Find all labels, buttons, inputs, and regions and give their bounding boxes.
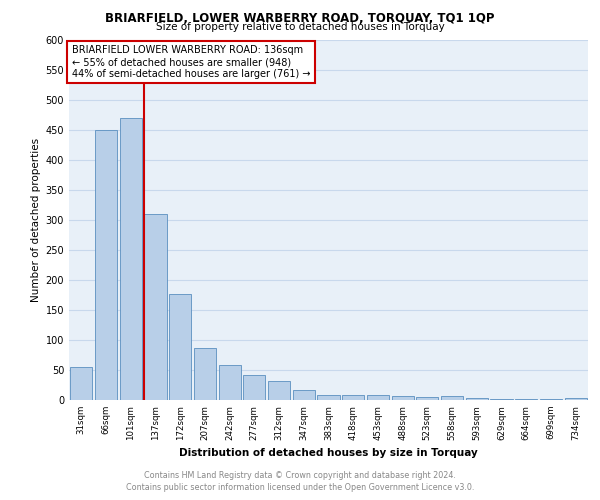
Bar bbox=[392, 396, 414, 400]
Y-axis label: Number of detached properties: Number of detached properties bbox=[31, 138, 41, 302]
Bar bbox=[119, 118, 142, 400]
Text: Size of property relative to detached houses in Torquay: Size of property relative to detached ho… bbox=[155, 22, 445, 32]
Text: Contains HM Land Registry data © Crown copyright and database right 2024.
Contai: Contains HM Land Registry data © Crown c… bbox=[126, 471, 474, 492]
Bar bbox=[95, 130, 117, 400]
Bar bbox=[169, 294, 191, 400]
Bar bbox=[342, 395, 364, 400]
Bar bbox=[317, 394, 340, 400]
Bar bbox=[441, 396, 463, 400]
Bar bbox=[145, 214, 167, 400]
Bar bbox=[268, 381, 290, 400]
Bar bbox=[367, 395, 389, 400]
Bar bbox=[293, 390, 315, 400]
Bar bbox=[218, 365, 241, 400]
Text: BRIARFIELD, LOWER WARBERRY ROAD, TORQUAY, TQ1 1QP: BRIARFIELD, LOWER WARBERRY ROAD, TORQUAY… bbox=[105, 12, 495, 26]
Text: BRIARFIELD LOWER WARBERRY ROAD: 136sqm
← 55% of detached houses are smaller (948: BRIARFIELD LOWER WARBERRY ROAD: 136sqm ←… bbox=[71, 46, 310, 78]
Bar bbox=[243, 375, 265, 400]
Bar bbox=[466, 398, 488, 400]
Bar bbox=[194, 348, 216, 400]
Bar bbox=[565, 398, 587, 400]
X-axis label: Distribution of detached houses by size in Torquay: Distribution of detached houses by size … bbox=[179, 448, 478, 458]
Bar bbox=[416, 397, 439, 400]
Bar bbox=[70, 367, 92, 400]
